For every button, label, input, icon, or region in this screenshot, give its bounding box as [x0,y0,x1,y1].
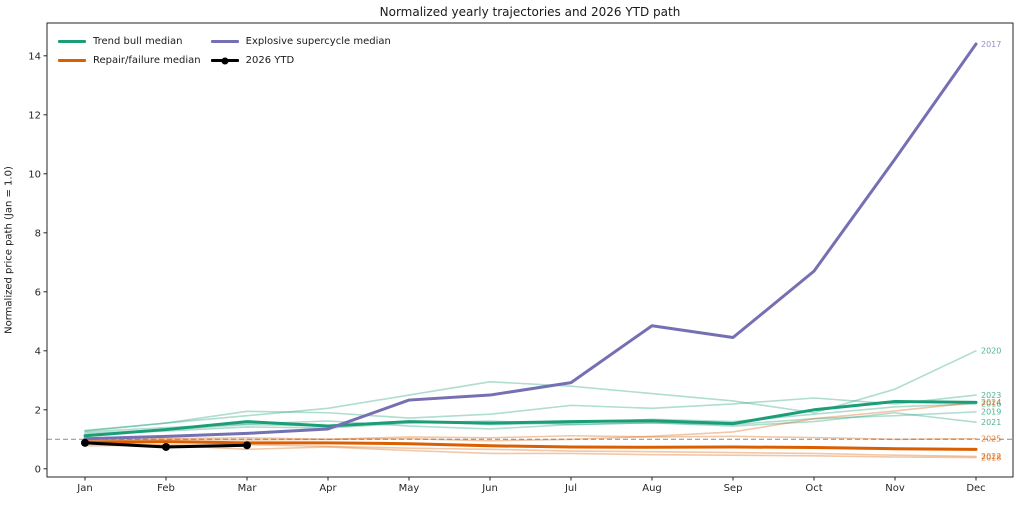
y-tick-label: 6 [35,287,41,298]
legend-item-2026-ytd: 2026 YTD [210,55,391,66]
x-tick-label: Jul [564,483,577,494]
y-tick-label: 0 [35,464,41,475]
year-label-2020: 2020 [981,347,1001,356]
year-label-2024: 2024 [981,398,1001,407]
chart-title: Normalized yearly trajectories and 2026 … [379,5,681,19]
x-tick-label: Sep [724,483,743,494]
x-tick-label: Mar [238,483,258,494]
ytd-marker [81,438,89,447]
year-line-2025 [84,434,977,442]
legend-item-repair-failure-median: Repair/failure median [58,55,201,66]
year-label-2023: 2023 [981,391,1001,400]
explosive-supercycle-line-swatch-icon [210,40,239,43]
plot-frame [46,22,1014,478]
ytd-line-marker-swatch-icon [210,57,239,64]
year-label-2021: 2021 [981,418,1001,427]
legend-label: Trend bull median [93,36,183,47]
legend-label: Explosive supercycle median [245,36,391,47]
x-tick-label: Aug [642,483,662,494]
year-label-2019: 2019 [981,408,1001,417]
year-line-2021 [84,411,977,433]
x-tick-label: Dec [966,483,985,494]
x-tick-label: Apr [319,483,337,494]
x-tick-label: Nov [885,483,905,494]
year-line-2017 [84,43,977,440]
y-tick-label: 12 [28,110,41,121]
trend-bull-median-line [83,400,978,438]
y-tick-label: 2 [35,405,41,416]
repair-failure-median-line [83,440,978,451]
x-tick-label: Oct [805,483,822,494]
y-axis-label: Normalized price path (Jan = 1.0) [3,166,15,334]
y-tick-label: 4 [35,346,41,357]
year-label-2025: 2025 [981,435,1001,444]
year-line-2023 [84,394,977,432]
y-tick-label: 10 [28,169,41,180]
x-tick-label: Feb [157,483,175,494]
legend-label: 2026 YTD [245,55,295,66]
legend: Trend bull median Repair/failure median … [58,32,391,70]
year-line-2018 [84,442,977,459]
year-label-2016: 2016 [981,400,1001,409]
x-tick-label: May [399,483,420,494]
trend-bull-line-swatch-icon [58,40,86,43]
y-tick-label: 8 [35,228,41,239]
year-label-2018: 2018 [981,453,1001,462]
x-tick-label: Jan [76,483,92,494]
legend-item-explosive-supercycle-median: Explosive supercycle median [210,36,391,47]
legend-item-trend-bull-median: Trend bull median [58,36,201,47]
year-label-2017: 2017 [981,40,1001,49]
legend-label: Repair/failure median [93,55,201,66]
y-tick-label: 14 [28,51,41,62]
repair-failure-line-swatch-icon [58,59,86,62]
year-label-2022: 2022 [981,452,1001,461]
x-tick-label: Jun [481,483,498,494]
explosive-supercycle-median-line [83,42,978,441]
ytd-marker [243,441,251,450]
year-line-2024 [84,401,977,442]
ytd-marker [162,442,170,451]
